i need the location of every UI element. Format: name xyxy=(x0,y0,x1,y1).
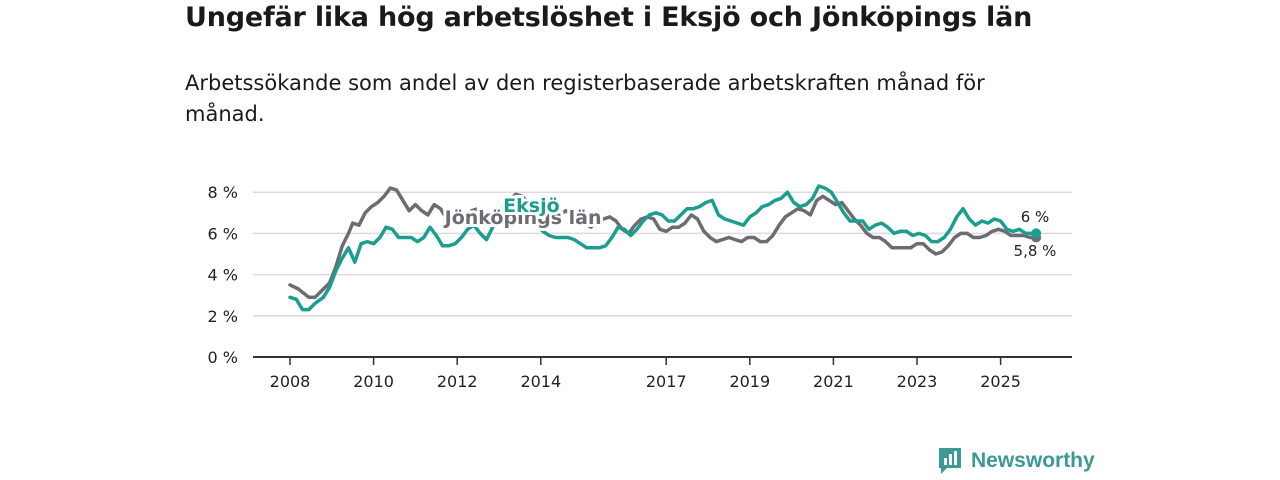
series-label: Jönköpings län xyxy=(443,207,602,229)
x-tick-label: 2017 xyxy=(646,372,687,391)
y-tick-label: 0 % xyxy=(208,348,238,367)
end-point-marker xyxy=(1031,228,1042,239)
y-tick-label: 8 % xyxy=(208,183,238,202)
end-value-label: 5,8 % xyxy=(1014,242,1057,260)
chart-subtitle: Arbetssökande som andel av den registerb… xyxy=(185,71,985,126)
x-tick-label: 2023 xyxy=(897,372,938,391)
y-tick-label: 4 % xyxy=(208,266,238,285)
end-value-label: 6 % xyxy=(1021,208,1050,226)
brand-name: Newsworthy xyxy=(971,449,1095,472)
newsworthy-logo-icon xyxy=(939,448,961,474)
y-tick-label: 6 % xyxy=(208,224,238,243)
x-tick-label: 2019 xyxy=(729,372,770,391)
brand[interactable]: Newsworthy xyxy=(937,446,1095,476)
chart-title: Ungefär lika hög arbetslöshet i Eksjö oc… xyxy=(185,2,1033,33)
series-label: Eksjö xyxy=(503,195,560,217)
x-tick-label: 2010 xyxy=(353,372,394,391)
x-tick-label: 2012 xyxy=(437,372,478,391)
y-tick-label: 2 % xyxy=(208,307,238,326)
x-tick-label: 2021 xyxy=(813,372,854,391)
x-tick-label: 2014 xyxy=(520,372,561,391)
series-line-eksjö xyxy=(288,184,1038,312)
series-line-jönköpings-län xyxy=(288,186,1038,300)
x-tick-label: 2008 xyxy=(270,372,311,391)
x-tick-label: 2025 xyxy=(980,372,1021,391)
